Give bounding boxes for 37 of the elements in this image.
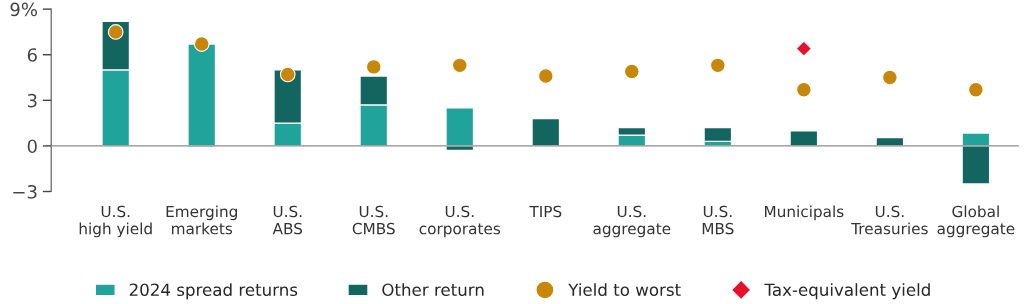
x-tick-label: U.S. high yield <box>79 205 152 238</box>
x-tick-label: U.S. corporates <box>419 205 501 238</box>
bar <box>703 126 733 143</box>
point <box>882 69 898 86</box>
legend-label: 2024 spread returns <box>129 283 298 300</box>
point <box>279 66 296 83</box>
x-tick-label: U.S. aggregate <box>593 205 671 238</box>
bar <box>531 117 561 147</box>
point <box>365 59 382 75</box>
point <box>796 81 812 98</box>
point <box>968 81 984 98</box>
y-tick-label: 9% <box>10 2 38 17</box>
legend-label: Other return <box>382 283 484 297</box>
legend-label: Tax-equivalent yield <box>764 283 930 300</box>
x-tick-label: Emerging markets <box>166 205 237 235</box>
x-tick-label: U.S. CMBS <box>352 205 395 235</box>
y-tick-label: 6 <box>27 48 37 62</box>
x-tick-label: U.S. ABS <box>272 205 303 235</box>
x-tick-label: Global aggregate <box>937 205 1015 238</box>
x-tick-label: Municipals <box>764 205 844 221</box>
point <box>537 68 554 84</box>
point <box>451 57 468 74</box>
y-tick-label: 3 <box>27 93 37 108</box>
point <box>107 24 124 40</box>
y-tick-label: 0 <box>27 139 37 154</box>
y-tick-label: −3 <box>13 184 37 199</box>
point <box>709 57 726 74</box>
bar <box>961 132 991 147</box>
bar <box>961 145 991 185</box>
x-tick-label: TIPS <box>529 205 562 218</box>
point <box>193 36 210 52</box>
x-tick-label: U.S. MBS <box>702 205 734 235</box>
point <box>623 63 640 80</box>
x-tick-label: U.S. Treasuries <box>851 205 928 235</box>
bar <box>789 130 819 147</box>
legend-label: Yield to worst <box>568 283 681 297</box>
bar <box>445 107 475 147</box>
